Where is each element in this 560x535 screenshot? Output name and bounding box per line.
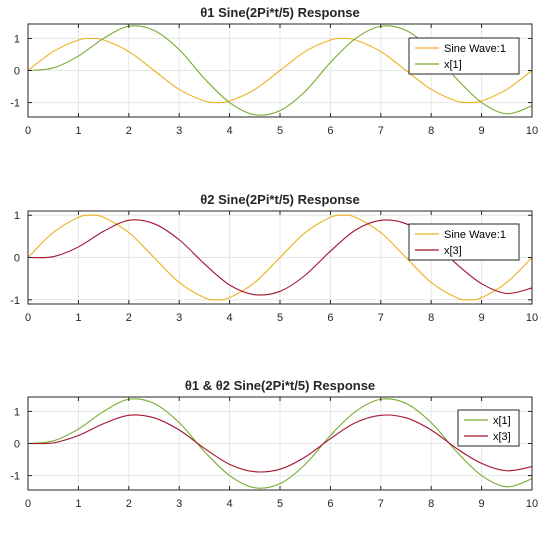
x-tick-label: 4 xyxy=(227,312,233,324)
x-tick-label: 3 xyxy=(176,312,182,324)
x-tick-label: 7 xyxy=(378,125,384,137)
x-tick-label: 10 xyxy=(526,498,538,510)
x-tick-label: 5 xyxy=(277,312,283,324)
legend: x[1] x[3] xyxy=(457,409,520,447)
series-line-sine-wave-1 xyxy=(27,37,533,104)
x-tick-label: 2 xyxy=(126,125,132,137)
x-tick-label: 3 xyxy=(176,498,182,510)
x-tick-label: 8 xyxy=(428,312,434,324)
y-tick-label: -1 xyxy=(10,98,20,110)
legend-label: x[1] xyxy=(444,59,462,71)
y-tick-label: 1 xyxy=(14,406,20,418)
x-tick-label: 6 xyxy=(327,125,333,137)
x-tick-label: 9 xyxy=(479,498,485,510)
x-tick-label: 8 xyxy=(428,498,434,510)
x-tick-label: 6 xyxy=(327,498,333,510)
x-tick-label: 1 xyxy=(75,312,81,324)
legend-label: x[3] xyxy=(444,245,462,257)
x-tick-label: 10 xyxy=(526,125,538,137)
x-tick-label: 7 xyxy=(378,312,384,324)
x-tick-label: 4 xyxy=(227,125,233,137)
chart-title: θ1 & θ2 Sine(2Pi*t/5) Response xyxy=(185,378,375,393)
x-tick-label: 2 xyxy=(126,498,132,510)
x-tick-label: 3 xyxy=(176,125,182,137)
x-tick-label: 4 xyxy=(227,498,233,510)
y-tick-label: 1 xyxy=(14,210,20,222)
y-tick-label: 0 xyxy=(14,66,20,78)
x-tick-label: 10 xyxy=(526,312,538,324)
chart-title: θ2 Sine(2Pi*t/5) Response xyxy=(200,192,359,207)
x-tick-label: 9 xyxy=(479,312,485,324)
x-tick-label: 5 xyxy=(277,498,283,510)
series-line-x-3- xyxy=(27,414,533,473)
legend-box xyxy=(408,223,520,261)
y-tick-label: -1 xyxy=(10,471,20,483)
legend: Sine Wave:1 x[3] xyxy=(408,223,520,261)
legend-box xyxy=(408,37,520,75)
x-tick-label: 7 xyxy=(378,498,384,510)
y-tick-label: 0 xyxy=(14,439,20,451)
x-tick-label: 8 xyxy=(428,125,434,137)
x-tick-label: 1 xyxy=(75,498,81,510)
legend-label: x[3] xyxy=(493,431,511,443)
legend-label: x[1] xyxy=(493,415,511,427)
y-tick-label: 0 xyxy=(14,253,20,265)
x-tick-label: 0 xyxy=(25,312,31,324)
legend: Sine Wave:1 x[1] xyxy=(408,37,520,75)
legend-label: Sine Wave:1 xyxy=(444,229,506,241)
legend-label: Sine Wave:1 xyxy=(444,43,506,55)
x-tick-label: 0 xyxy=(25,498,31,510)
y-tick-label: -1 xyxy=(10,295,20,307)
y-tick-label: 1 xyxy=(14,33,20,45)
x-tick-label: 6 xyxy=(327,312,333,324)
x-tick-label: 0 xyxy=(25,125,31,137)
series-line-sine-wave-1 xyxy=(27,214,533,301)
x-tick-label: 1 xyxy=(75,125,81,137)
x-tick-label: 9 xyxy=(479,125,485,137)
x-tick-label: 5 xyxy=(277,125,283,137)
chart-title: θ1 Sine(2Pi*t/5) Response xyxy=(200,5,359,20)
legend-box xyxy=(457,409,520,447)
x-tick-label: 2 xyxy=(126,312,132,324)
